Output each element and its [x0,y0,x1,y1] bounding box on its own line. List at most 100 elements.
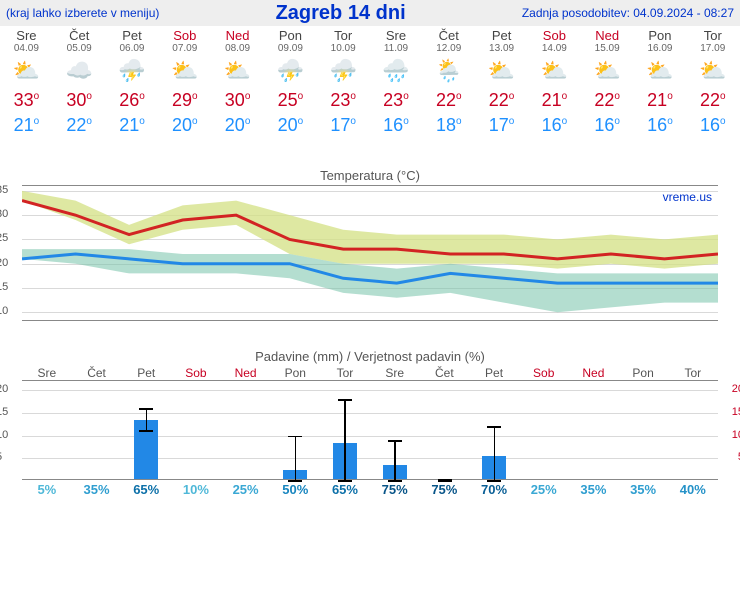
precip-probability-row: 5%35%65%10%25%50%65%75%75%70%25%35%35%40… [22,482,718,497]
day-of-week: Čet [422,28,475,43]
precip-probability: 70% [469,482,519,497]
day-column: Pon16.09⛅21o16o [634,28,687,136]
precip-day-label: Pet [469,366,519,380]
header-bar: (kraj lahko izberete v meniju) Zagreb 14… [0,0,740,26]
day-of-week: Sre [370,28,423,43]
precip-errorbar [146,408,148,431]
precip-probability: 50% [270,482,320,497]
temp-low: 16o [528,115,581,136]
day-date: 15.09 [581,43,634,54]
precip-probability: 35% [72,482,122,497]
day-column: Čet05.09☁️30o22o [53,28,106,136]
precip-day-label: Pon [618,366,668,380]
precip-probability: 65% [121,482,171,497]
precip-probability: 25% [519,482,569,497]
precip-day-labels: SreČetPetSobNedPonTorSreČetPetSobNedPonT… [22,366,718,380]
precip-errorbar [494,426,496,481]
temp-low: 16o [686,115,739,136]
day-column: Sob14.09⛅21o16o [528,28,581,136]
precip-ytick-right: 20 [732,383,740,395]
weather-icon: ⛅ [686,54,739,88]
precip-chart: 55101015152020 [22,380,718,480]
day-of-week: Sob [158,28,211,43]
precip-chart-title: Padavine (mm) / Verjetnost padavin (%) [0,349,740,364]
precip-day-label: Čet [72,366,122,380]
day-column: Pet13.09⛅22o17o [475,28,528,136]
temp-low: 18o [422,115,475,136]
temp-ytick: 20 [0,257,8,269]
day-date: 06.09 [106,43,159,54]
temp-low: 20o [211,115,264,136]
day-of-week: Pet [106,28,159,43]
precip-day-label: Čet [420,366,470,380]
precip-probability: 65% [320,482,370,497]
day-column: Sre04.09⛅33o21o [0,28,53,136]
weather-icon: ⛅ [528,54,581,88]
precip-error-cap [388,440,402,442]
day-column: Pet06.09⛈️26o21o [106,28,159,136]
weather-icon: ⛅ [158,54,211,88]
day-column: Tor10.09⛈️23o17o [317,28,370,136]
precip-error-cap [338,399,352,401]
temp-low: 17o [475,115,528,136]
precip-probability: 10% [171,482,221,497]
weather-icon: 🌧️ [370,54,423,88]
precip-day-label: Pon [270,366,320,380]
day-date: 10.09 [317,43,370,54]
day-of-week: Ned [211,28,264,43]
day-date: 08.09 [211,43,264,54]
day-of-week: Sre [0,28,53,43]
weather-icon: ⛈️ [264,54,317,88]
precip-error-cap [139,430,153,432]
temp-high: 22o [475,90,528,111]
precip-error-cap [338,480,352,482]
precip-probability: 25% [221,482,271,497]
day-of-week: Sob [528,28,581,43]
temp-high: 30o [53,90,106,111]
weather-icon: 🌦️ [422,54,475,88]
weather-icon: ⛈️ [106,54,159,88]
weather-icon: ⛅ [211,54,264,88]
precip-error-cap [438,480,452,482]
precip-errorbar [394,440,396,481]
day-column: Ned08.09⛅30o 20o [211,28,264,136]
precip-day-label: Ned [569,366,619,380]
weather-icon: ☁️ [53,54,106,88]
precip-probability: 75% [420,482,470,497]
day-date: 12.09 [422,43,475,54]
temp-high: 23o [317,90,370,111]
temp-low: 20o [264,115,317,136]
day-date: 14.09 [528,43,581,54]
temp-high: 22o [581,90,634,111]
temp-low: 20o [158,115,211,136]
precip-day-label: Tor [668,366,718,380]
temp-low: 21o [106,115,159,136]
temp-ytick: 15 [0,281,8,293]
precip-error-cap [487,426,501,428]
precip-ytick-right: 10 [732,429,740,441]
day-date: 16.09 [634,43,687,54]
precip-ytick-left: 5 [0,451,2,463]
day-column: Čet12.09🌦️22o18o [422,28,475,136]
precip-ytick-right: 15 [732,406,740,418]
temp-ytick: 35 [0,184,8,196]
precip-error-cap [388,480,402,482]
precip-probability: 35% [618,482,668,497]
day-column: Sre11.09🌧️23o16o [370,28,423,136]
precip-errorbar [344,399,346,481]
updated-label: Zadnja posodobitev: 04.09.2024 - 08:27 [522,6,734,20]
precip-error-cap [288,436,302,438]
temp-high: 30o [211,90,264,111]
day-date: 04.09 [0,43,53,54]
precip-errorbar [295,436,297,481]
day-of-week: Čet [53,28,106,43]
temp-low: 16o [370,115,423,136]
precip-day-label: Sre [370,366,420,380]
page-title: Zagreb 14 dni [159,2,521,25]
precip-probability: 5% [22,482,72,497]
watermark: vreme.us [663,190,712,204]
temperature-chart: 101520253035vreme.us [22,185,718,321]
temp-low: 16o [634,115,687,136]
precip-probability: 40% [668,482,718,497]
day-of-week: Tor [686,28,739,43]
